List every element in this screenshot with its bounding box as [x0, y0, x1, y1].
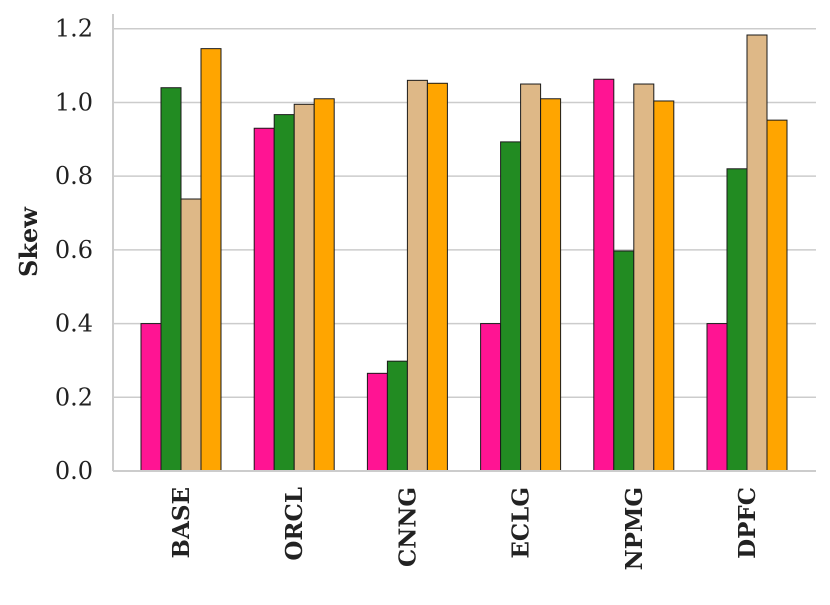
bar-dpfc-series-3: [746, 34, 768, 472]
bar-cnng-series-2: [386, 360, 408, 472]
bar-dpfc-series-1: [706, 323, 728, 472]
bar-npmg-series-3: [633, 83, 655, 472]
bar-cnng-series-3: [406, 79, 428, 472]
grid-lines: [113, 27, 816, 399]
y-axis-label: Skew: [14, 206, 43, 277]
bar-dpfc-series-4: [766, 119, 788, 472]
x-tick-label: ORCL: [281, 487, 308, 561]
y-tick-label: 0.0: [55, 457, 93, 485]
x-tick-label: CNNG: [394, 487, 421, 567]
bar-base-series-4: [200, 48, 222, 472]
y-tick-label: 1.0: [55, 88, 93, 116]
bar-eclg-series-1: [480, 323, 502, 472]
bar-orcl-series-3: [293, 103, 315, 472]
y-tick-label: 0.8: [55, 162, 93, 190]
bar-base-series-3: [180, 198, 202, 472]
y-tick-label: 1.2: [55, 15, 93, 43]
bar-eclg-series-3: [520, 83, 542, 472]
bar-dpfc-series-2: [726, 168, 748, 472]
x-tick-labels: BASE ORCL CNNG ECLG NPMG DPFC: [168, 487, 761, 570]
bar-orcl-series-4: [313, 98, 335, 472]
bar-eclg-series-4: [540, 98, 562, 472]
axes: [112, 14, 816, 472]
x-tick-label: ECLG: [508, 487, 535, 559]
y-tick-label: 0.6: [55, 236, 93, 264]
x-tick-label: BASE: [168, 487, 195, 558]
bar-orcl-series-1: [253, 127, 275, 472]
bar-base-series-1: [140, 323, 162, 472]
y-tick-labels: 0.0 0.2 0.4 0.6 0.8 1.0 1.2: [55, 15, 93, 485]
bar-base-series-2: [160, 87, 182, 472]
bar-cnng-series-1: [366, 372, 388, 472]
y-tick-label: 0.2: [55, 383, 93, 411]
bar-orcl-series-2: [273, 114, 295, 472]
bar-npmg-series-1: [593, 78, 615, 472]
y-tick-label: 0.4: [55, 310, 93, 338]
bar-eclg-series-2: [500, 141, 522, 472]
bar-npmg-series-2: [613, 250, 635, 472]
x-tick-label: DPFC: [734, 487, 761, 559]
bar-cnng-series-4: [426, 82, 448, 472]
bars: [140, 34, 788, 472]
bar-npmg-series-4: [653, 100, 675, 472]
x-tick-label: NPMG: [621, 487, 648, 570]
